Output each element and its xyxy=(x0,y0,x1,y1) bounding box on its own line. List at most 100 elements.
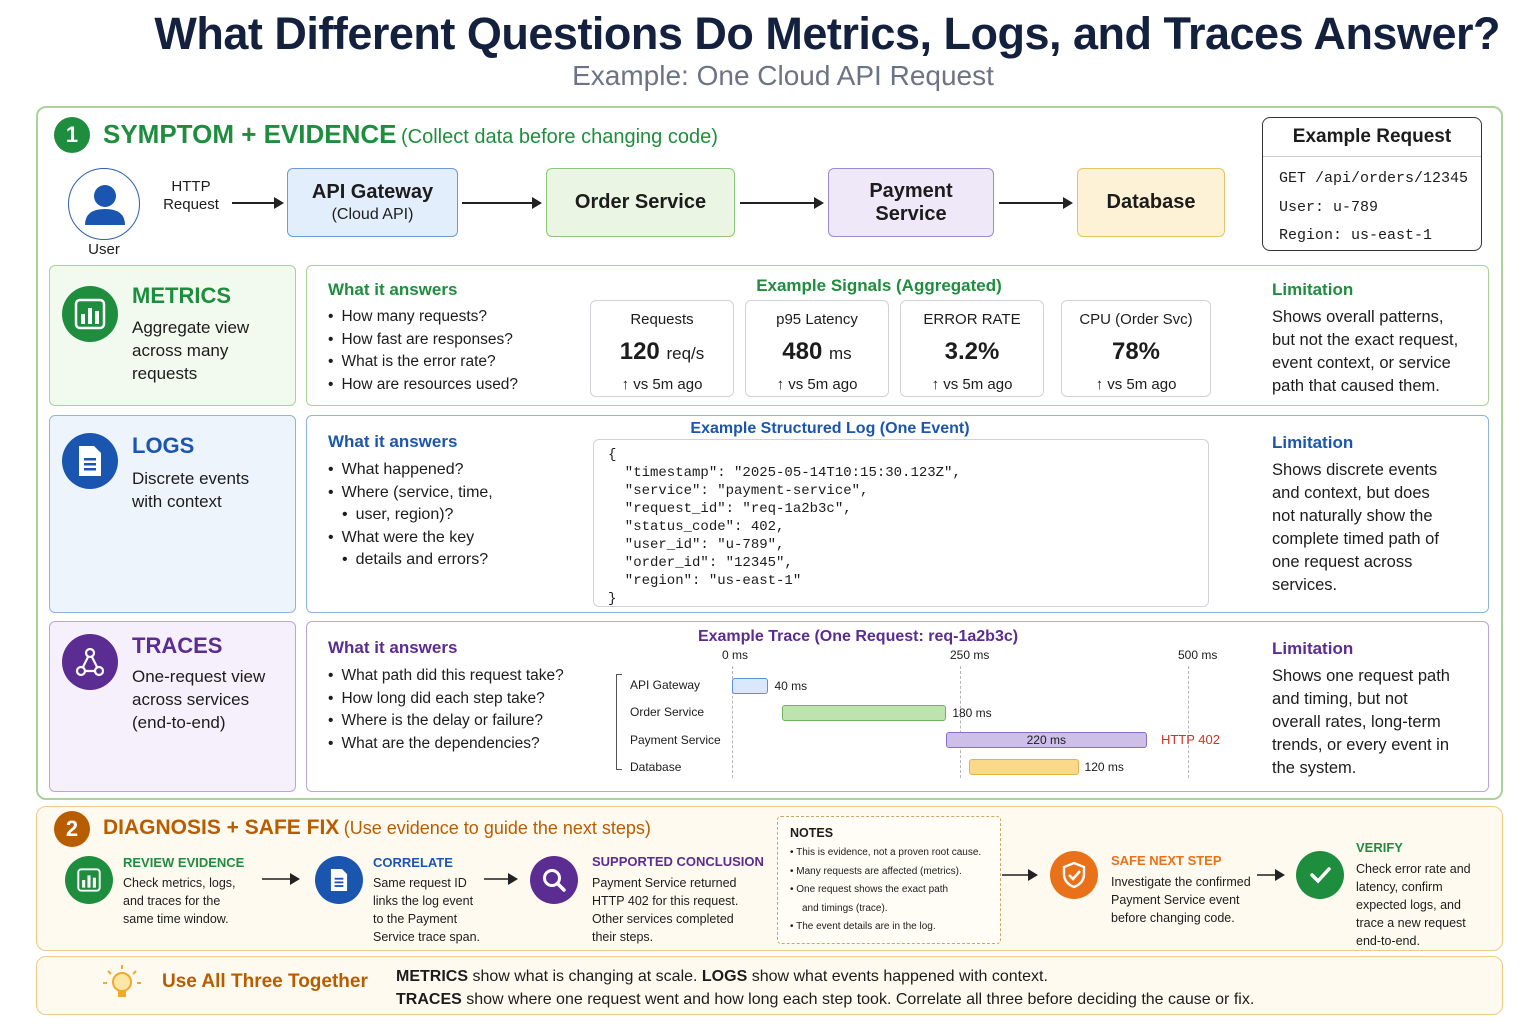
arrow-icon xyxy=(462,197,542,209)
arrow-icon xyxy=(1002,869,1038,881)
trace-tick-500: 500 ms xyxy=(1178,648,1218,662)
api-gateway-node: API Gateway (Cloud API) xyxy=(287,168,458,237)
footer-text: METRICS show what is changing at scale. … xyxy=(396,968,1255,1008)
metrics-desc: Aggregate view across many requests xyxy=(132,318,250,383)
metric-card-latency: p95 Latency 480 ms ↑ vs 5m ago xyxy=(745,300,889,397)
arrow-icon xyxy=(484,873,518,885)
section2-heading: DIAGNOSIS + SAFE FIX (Use evidence to gu… xyxy=(103,816,651,840)
review-evidence-title: REVIEW EVIDENCE xyxy=(123,855,245,870)
metrics-signals-title: Example Signals (Aggregated) xyxy=(756,276,1002,295)
traces-limitation: Shows one request path and timing, but no… xyxy=(1272,667,1450,777)
log-example-title: Example Structured Log (One Event) xyxy=(690,420,970,437)
http-request-label: HTTP Request xyxy=(163,178,219,213)
notes-list: • This is evidence, not a proven root ca… xyxy=(790,847,982,932)
checkmark-icon xyxy=(1296,851,1344,899)
section1-heading: SYMPTOM + EVIDENCE (Collect data before … xyxy=(103,119,718,150)
trace-waterfall: 0 ms 250 ms 500 ms API Gateway Order Ser… xyxy=(610,646,1250,786)
trace-bracket xyxy=(616,674,622,770)
metrics-limitation-title: Limitation xyxy=(1272,280,1354,299)
trace-span-duration: 120 ms xyxy=(1084,760,1124,774)
lightbulb-icon xyxy=(100,962,144,1006)
trace-gridline xyxy=(960,666,961,778)
arrow-icon xyxy=(740,197,824,209)
trace-span-bar xyxy=(782,705,947,721)
payment-service-node: Payment Service xyxy=(828,168,994,237)
trace-span-name: API Gateway xyxy=(630,678,701,692)
arrow-icon xyxy=(999,197,1073,209)
section1-title: SYMPTOM + EVIDENCE xyxy=(103,119,397,149)
logs-answers-title: What it answers xyxy=(328,432,458,451)
metric-card-error-rate: ERROR RATE 3.2% ↑ vs 5m ago xyxy=(900,300,1044,397)
logs-limitation: Shows discrete events and context, but do… xyxy=(1272,461,1439,594)
request-line: GET /api/orders/12345 xyxy=(1279,170,1469,187)
request-user: User: u-789 xyxy=(1279,198,1379,216)
magnifier-icon xyxy=(530,856,578,904)
trace-span-bar xyxy=(946,732,1147,748)
user-icon xyxy=(68,168,140,240)
notes-title: NOTES xyxy=(790,826,834,840)
logs-desc: Discrete events with context xyxy=(132,469,250,511)
trace-example-title: Example Trace (One Request: req-1a2b3c) xyxy=(697,628,1019,645)
order-service-node: Order Service xyxy=(546,168,735,237)
page-title: What Different Questions Do Metrics, Log… xyxy=(154,8,1500,59)
section2-subtitle: (Use evidence to guide the next steps) xyxy=(343,818,651,838)
document-icon xyxy=(62,433,118,489)
section-number-2: 2 xyxy=(54,811,90,847)
page-subtitle: Example: One Cloud API Request xyxy=(572,60,994,91)
traces-title: TRACES xyxy=(132,633,223,658)
traces-answers-list: What path did this request take?How long… xyxy=(328,665,563,755)
logs-title: LOGS xyxy=(132,433,195,458)
metrics-answers-title: What it answers xyxy=(328,280,458,299)
trace-span-duration: 220 ms xyxy=(1026,733,1066,747)
section2-title: DIAGNOSIS + SAFE FIX xyxy=(103,816,340,839)
use-all-three-banner xyxy=(36,956,1503,1015)
safe-step-title: SAFE NEXT STEP xyxy=(1111,853,1222,868)
bar-chart-icon xyxy=(62,286,118,342)
conclusion-title: SUPPORTED CONCLUSION xyxy=(592,854,764,869)
correlate-title: CORRELATE xyxy=(373,855,453,870)
metrics-answers-list: How many requests?How fast are responses… xyxy=(328,306,518,396)
trace-span-name: Database xyxy=(630,760,682,774)
logs-answers-list: What happened?Where (service, time,user,… xyxy=(328,459,493,572)
traces-limitation-title: Limitation xyxy=(1272,639,1354,658)
verify-text: Check error rate and latency, confirm expe… xyxy=(1356,862,1471,948)
trace-span-bar xyxy=(732,678,769,694)
notes-box: NOTES • This is evidence, not a proven r… xyxy=(777,816,1001,944)
document-icon xyxy=(315,856,363,904)
example-request-title: Example Request xyxy=(1263,126,1481,157)
trace-span-name: Order Service xyxy=(630,705,705,719)
footer-title: Use All Three Together xyxy=(162,971,368,992)
network-icon xyxy=(62,634,118,690)
logs-limitation-title: Limitation xyxy=(1272,433,1354,452)
shield-icon xyxy=(1050,851,1098,899)
trace-tick-250: 250 ms xyxy=(950,648,990,662)
metric-card-cpu: CPU (Order Svc) 78% ↑ vs 5m ago xyxy=(1061,300,1211,397)
traces-desc: One-request view across services (end-to-e… xyxy=(132,667,266,732)
section-symptom-evidence xyxy=(36,106,1503,800)
trace-gridline xyxy=(732,666,733,778)
correlate-text: Same request ID links the log event to the… xyxy=(373,876,480,944)
arrow-icon xyxy=(262,873,300,885)
arrow-icon xyxy=(1257,869,1285,881)
trace-span-duration: 40 ms xyxy=(774,679,808,693)
bar-chart-icon xyxy=(65,856,113,904)
example-request-box: Example Request GET /api/orders/12345 Us… xyxy=(1262,117,1482,251)
trace-tick-0: 0 ms xyxy=(722,648,749,662)
traces-answers-title: What it answers xyxy=(328,638,458,657)
trace-span-duration: 180 ms xyxy=(952,706,992,720)
safe-step-text: Investigate the confirmed Payment Service… xyxy=(1111,875,1251,925)
metric-card-requests: Requests 120 req/s ↑ vs 5m ago xyxy=(590,300,734,397)
arrow-icon xyxy=(232,197,284,209)
section1-subtitle: (Collect data before changing code) xyxy=(400,126,718,148)
trace-gridline xyxy=(1188,666,1189,778)
section-number-1: 1 xyxy=(54,117,90,153)
conclusion-text: Payment Service returned HTTP 402 for thi… xyxy=(592,876,739,944)
trace-span-status: HTTP 402 xyxy=(1160,732,1220,747)
logs-detail-panel xyxy=(306,415,1489,613)
user-label: User xyxy=(88,241,120,258)
structured-log-code: { "timestamp": "2025-05-14T10:15:30.123Z… xyxy=(593,439,1209,607)
database-node: Database xyxy=(1077,168,1225,237)
trace-span-bar xyxy=(969,759,1079,775)
metrics-title: METRICS xyxy=(132,283,231,308)
review-evidence-text: Check metrics, logs, and traces for the sa… xyxy=(123,876,236,926)
